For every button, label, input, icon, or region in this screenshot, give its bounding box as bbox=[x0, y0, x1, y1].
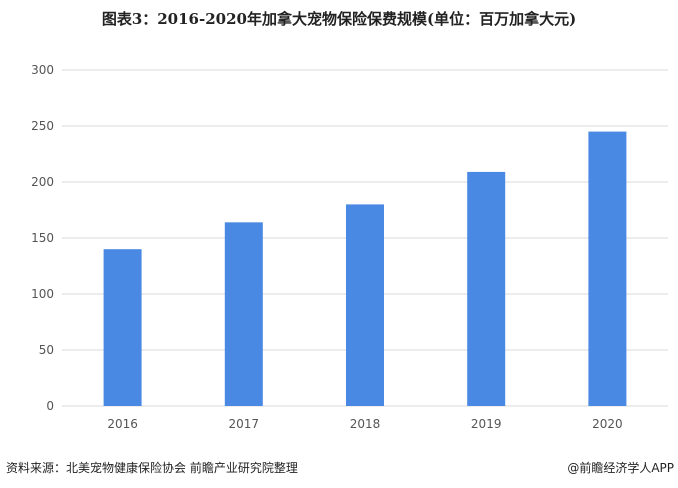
bar-2018 bbox=[346, 204, 384, 406]
y-tick-label: 300 bbox=[31, 63, 54, 77]
credit-note: @前瞻经济学人APP bbox=[567, 461, 674, 475]
y-tick-label: 100 bbox=[31, 287, 54, 301]
bar-2020 bbox=[588, 131, 627, 406]
y-tick-label: 0 bbox=[46, 399, 54, 413]
y-tick-label: 200 bbox=[31, 175, 54, 189]
x-tick-label: 2016 bbox=[107, 417, 138, 431]
x-tick-label: 2019 bbox=[471, 417, 502, 431]
bar-chart: 0 50 100 150 200 250 300 2016 2017 2018 2019 2020 bbox=[31, 63, 668, 431]
x-tick-label: 2018 bbox=[350, 417, 381, 431]
y-tick-label: 50 bbox=[39, 343, 54, 357]
chart-title: 图表3：2016-2020年加拿大宠物保险保费规模(单位：百万加拿大元) bbox=[101, 10, 577, 28]
y-tick-label: 150 bbox=[31, 231, 54, 245]
bar-2019 bbox=[467, 171, 506, 406]
x-tick-label: 2017 bbox=[229, 417, 260, 431]
x-tick-label: 2020 bbox=[592, 417, 623, 431]
bar-2016 bbox=[103, 249, 142, 406]
source-note: 资料来源：北美宠物健康保险协会 前瞻产业研究院整理 bbox=[6, 461, 298, 475]
bar-2017 bbox=[224, 222, 263, 406]
y-tick-label: 250 bbox=[31, 119, 54, 133]
